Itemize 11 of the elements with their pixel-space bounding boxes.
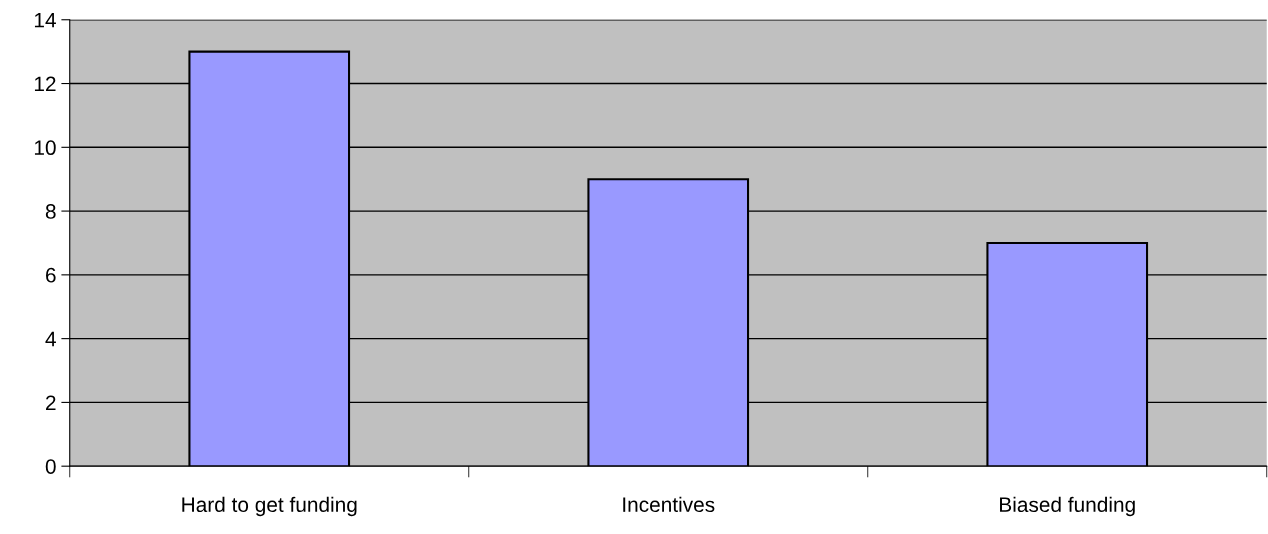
x-tick-label: Hard to get funding xyxy=(182,496,357,517)
y-tick-label: 4 xyxy=(45,331,56,347)
y-tick-label: 10 xyxy=(34,140,56,156)
x-tick-label: Incentives xyxy=(623,496,715,513)
y-tick-label: 12 xyxy=(34,76,56,92)
y-tick-label: 14 xyxy=(34,12,56,28)
x-tick-label: Biased funding xyxy=(1000,496,1135,517)
y-tick-label: 6 xyxy=(46,267,56,283)
y-tick-label: 2 xyxy=(46,395,56,410)
y-tick-label: 0 xyxy=(45,459,56,474)
y-tick-label: 8 xyxy=(45,204,56,219)
